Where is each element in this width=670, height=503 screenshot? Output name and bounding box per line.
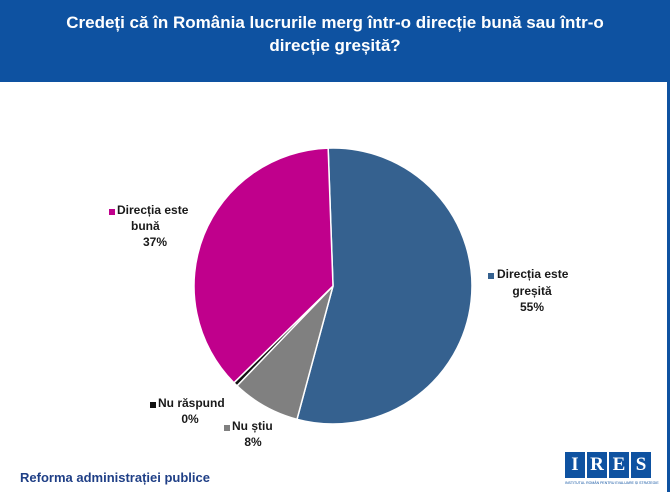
logo-letter-e: E <box>609 452 629 478</box>
legend-marker <box>109 209 115 215</box>
ires-logo: I R E S INSTITUTUL ROMÂN PENTRU EVALUARE… <box>565 452 659 494</box>
data-label-percent: 37% <box>143 235 167 249</box>
pie-slice <box>296 147 473 425</box>
legend-marker <box>150 402 156 408</box>
data-label-category: Nu răspund <box>158 396 225 410</box>
logo-letter-r: R <box>587 452 607 478</box>
header-bar: Credeți că în România lucrurile merg înt… <box>0 0 670 82</box>
title-line-1: Credeți că în România lucrurile merg înt… <box>66 13 604 32</box>
logo-letter-s: S <box>631 452 651 478</box>
data-label-category: Direcția este <box>497 267 569 281</box>
data-label-percent: 0% <box>181 412 199 426</box>
logo-letter-i: I <box>565 452 585 478</box>
footer-caption: Reforma administrației publice <box>20 470 210 485</box>
pie-slice <box>193 147 334 384</box>
chart-frame <box>0 82 670 492</box>
data-label-percent: 55% <box>520 300 544 314</box>
logo-subtitle: INSTITUTUL ROMÂN PENTRU EVALUARE ȘI STRA… <box>565 481 659 485</box>
page-title: Credeți că în România lucrurile merg înt… <box>40 11 630 57</box>
legend-marker <box>224 425 230 431</box>
data-label-category: greșită <box>512 284 552 298</box>
legend-marker <box>488 273 494 279</box>
data-label-category: Nu știu <box>232 419 273 433</box>
data-label-percent: 8% <box>244 435 262 449</box>
data-label-category: Direcția este <box>117 203 189 217</box>
title-line-2: direcție greșită? <box>269 36 401 55</box>
data-label-category: bună <box>131 219 160 233</box>
